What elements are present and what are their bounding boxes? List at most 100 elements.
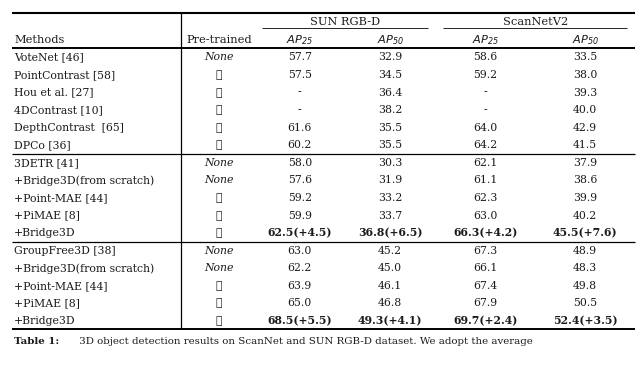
Text: 46.8: 46.8 — [378, 298, 403, 309]
Text: 3DETR [41]: 3DETR [41] — [14, 158, 79, 168]
Text: DPCo [36]: DPCo [36] — [14, 140, 70, 150]
Text: 38.0: 38.0 — [573, 70, 597, 80]
Text: 68.5(+5.5): 68.5(+5.5) — [268, 316, 332, 327]
Text: 33.7: 33.7 — [378, 211, 403, 221]
Text: +Point-MAE [44]: +Point-MAE [44] — [14, 281, 108, 291]
Text: 62.3: 62.3 — [473, 193, 497, 203]
Text: 60.2: 60.2 — [287, 140, 312, 150]
Text: 64.2: 64.2 — [473, 140, 497, 150]
Text: 61.1: 61.1 — [473, 175, 497, 186]
Text: 49.8: 49.8 — [573, 281, 597, 291]
Text: 38.6: 38.6 — [573, 175, 597, 186]
Text: 63.9: 63.9 — [288, 281, 312, 291]
Text: 3D object detection results on ScanNet and SUN RGB-D dataset. We adopt the avera: 3D object detection results on ScanNet a… — [76, 337, 533, 346]
Text: 37.9: 37.9 — [573, 158, 597, 168]
Text: -: - — [483, 88, 487, 98]
Text: 66.1: 66.1 — [473, 263, 497, 273]
Text: Methods: Methods — [14, 35, 65, 45]
Text: 33.2: 33.2 — [378, 193, 403, 203]
Text: 63.0: 63.0 — [287, 246, 312, 256]
Text: +Bridge3D: +Bridge3D — [14, 228, 76, 238]
Text: 45.2: 45.2 — [378, 246, 403, 256]
Text: 69.7(+2.4): 69.7(+2.4) — [453, 316, 518, 327]
Text: 48.3: 48.3 — [573, 263, 597, 273]
Text: 34.5: 34.5 — [378, 70, 403, 80]
Text: ✓: ✓ — [216, 228, 222, 238]
Text: -: - — [298, 88, 301, 98]
Text: None: None — [204, 52, 234, 62]
Text: 67.4: 67.4 — [473, 281, 497, 291]
Text: 36.8(+6.5): 36.8(+6.5) — [358, 228, 422, 239]
Text: +PiMAE [8]: +PiMAE [8] — [14, 298, 80, 309]
Text: 65.0: 65.0 — [288, 298, 312, 309]
Text: None: None — [204, 158, 234, 168]
Text: DepthContrast  [65]: DepthContrast [65] — [14, 123, 124, 133]
Text: $AP_{\mathregular{25}}$: $AP_{\mathregular{25}}$ — [472, 33, 499, 47]
Text: Table 1:: Table 1: — [14, 337, 60, 346]
Text: +Bridge3D(from scratch): +Bridge3D(from scratch) — [14, 263, 154, 274]
Text: ✓: ✓ — [216, 211, 222, 221]
Text: 38.2: 38.2 — [378, 105, 403, 115]
Text: None: None — [204, 263, 234, 273]
Text: 30.3: 30.3 — [378, 158, 403, 168]
Text: ✓: ✓ — [216, 123, 222, 133]
Text: 57.5: 57.5 — [288, 70, 312, 80]
Text: 50.5: 50.5 — [573, 298, 597, 309]
Text: Pre-trained: Pre-trained — [186, 35, 252, 45]
Text: +Bridge3D(from scratch): +Bridge3D(from scratch) — [14, 175, 154, 186]
Text: 32.9: 32.9 — [378, 52, 403, 62]
Text: 67.3: 67.3 — [473, 246, 497, 256]
Text: 48.9: 48.9 — [573, 246, 597, 256]
Text: ✓: ✓ — [216, 193, 222, 203]
Text: ✓: ✓ — [216, 316, 222, 326]
Text: -: - — [483, 105, 487, 115]
Text: VoteNet [46]: VoteNet [46] — [14, 52, 84, 62]
Text: 45.5(+7.6): 45.5(+7.6) — [553, 228, 618, 239]
Text: 59.2: 59.2 — [473, 70, 497, 80]
Text: 39.9: 39.9 — [573, 193, 597, 203]
Text: 58.6: 58.6 — [473, 52, 497, 62]
Text: PointContrast [58]: PointContrast [58] — [14, 70, 115, 80]
Text: 35.5: 35.5 — [378, 123, 403, 133]
Text: 41.5: 41.5 — [573, 140, 597, 150]
Text: SUN RGB-D: SUN RGB-D — [310, 17, 380, 27]
Text: 66.3(+4.2): 66.3(+4.2) — [453, 228, 518, 239]
Text: 59.2: 59.2 — [288, 193, 312, 203]
Text: ScanNetV2: ScanNetV2 — [502, 17, 568, 27]
Text: 46.1: 46.1 — [378, 281, 403, 291]
Text: 67.9: 67.9 — [473, 298, 497, 309]
Text: 63.0: 63.0 — [473, 211, 497, 221]
Text: None: None — [204, 175, 234, 186]
Text: Hou et al. [27]: Hou et al. [27] — [14, 88, 93, 98]
Text: 58.0: 58.0 — [288, 158, 312, 168]
Text: ✓: ✓ — [216, 281, 222, 291]
Text: +Point-MAE [44]: +Point-MAE [44] — [14, 193, 108, 203]
Text: $AP_{\mathregular{50}}$: $AP_{\mathregular{50}}$ — [377, 33, 404, 47]
Text: 61.6: 61.6 — [287, 123, 312, 133]
Text: +Bridge3D: +Bridge3D — [14, 316, 76, 326]
Text: ✓: ✓ — [216, 88, 222, 98]
Text: 35.5: 35.5 — [378, 140, 403, 150]
Text: ✓: ✓ — [216, 70, 222, 80]
Text: 31.9: 31.9 — [378, 175, 403, 186]
Text: $AP_{\mathregular{50}}$: $AP_{\mathregular{50}}$ — [572, 33, 598, 47]
Text: +PiMAE [8]: +PiMAE [8] — [14, 211, 80, 221]
Text: 40.2: 40.2 — [573, 211, 597, 221]
Text: ✓: ✓ — [216, 298, 222, 309]
Text: 62.1: 62.1 — [473, 158, 497, 168]
Text: 33.5: 33.5 — [573, 52, 597, 62]
Text: 59.9: 59.9 — [288, 211, 312, 221]
Text: ✓: ✓ — [216, 140, 222, 150]
Text: 45.0: 45.0 — [378, 263, 403, 273]
Text: 42.9: 42.9 — [573, 123, 597, 133]
Text: 64.0: 64.0 — [473, 123, 497, 133]
Text: GroupFree3D [38]: GroupFree3D [38] — [14, 246, 116, 256]
Text: -: - — [298, 105, 301, 115]
Text: 40.0: 40.0 — [573, 105, 597, 115]
Text: $AP_{\mathregular{25}}$: $AP_{\mathregular{25}}$ — [286, 33, 314, 47]
Text: None: None — [204, 246, 234, 256]
Text: 62.2: 62.2 — [287, 263, 312, 273]
Text: 36.4: 36.4 — [378, 88, 403, 98]
Text: ✓: ✓ — [216, 105, 222, 115]
Text: 39.3: 39.3 — [573, 88, 597, 98]
